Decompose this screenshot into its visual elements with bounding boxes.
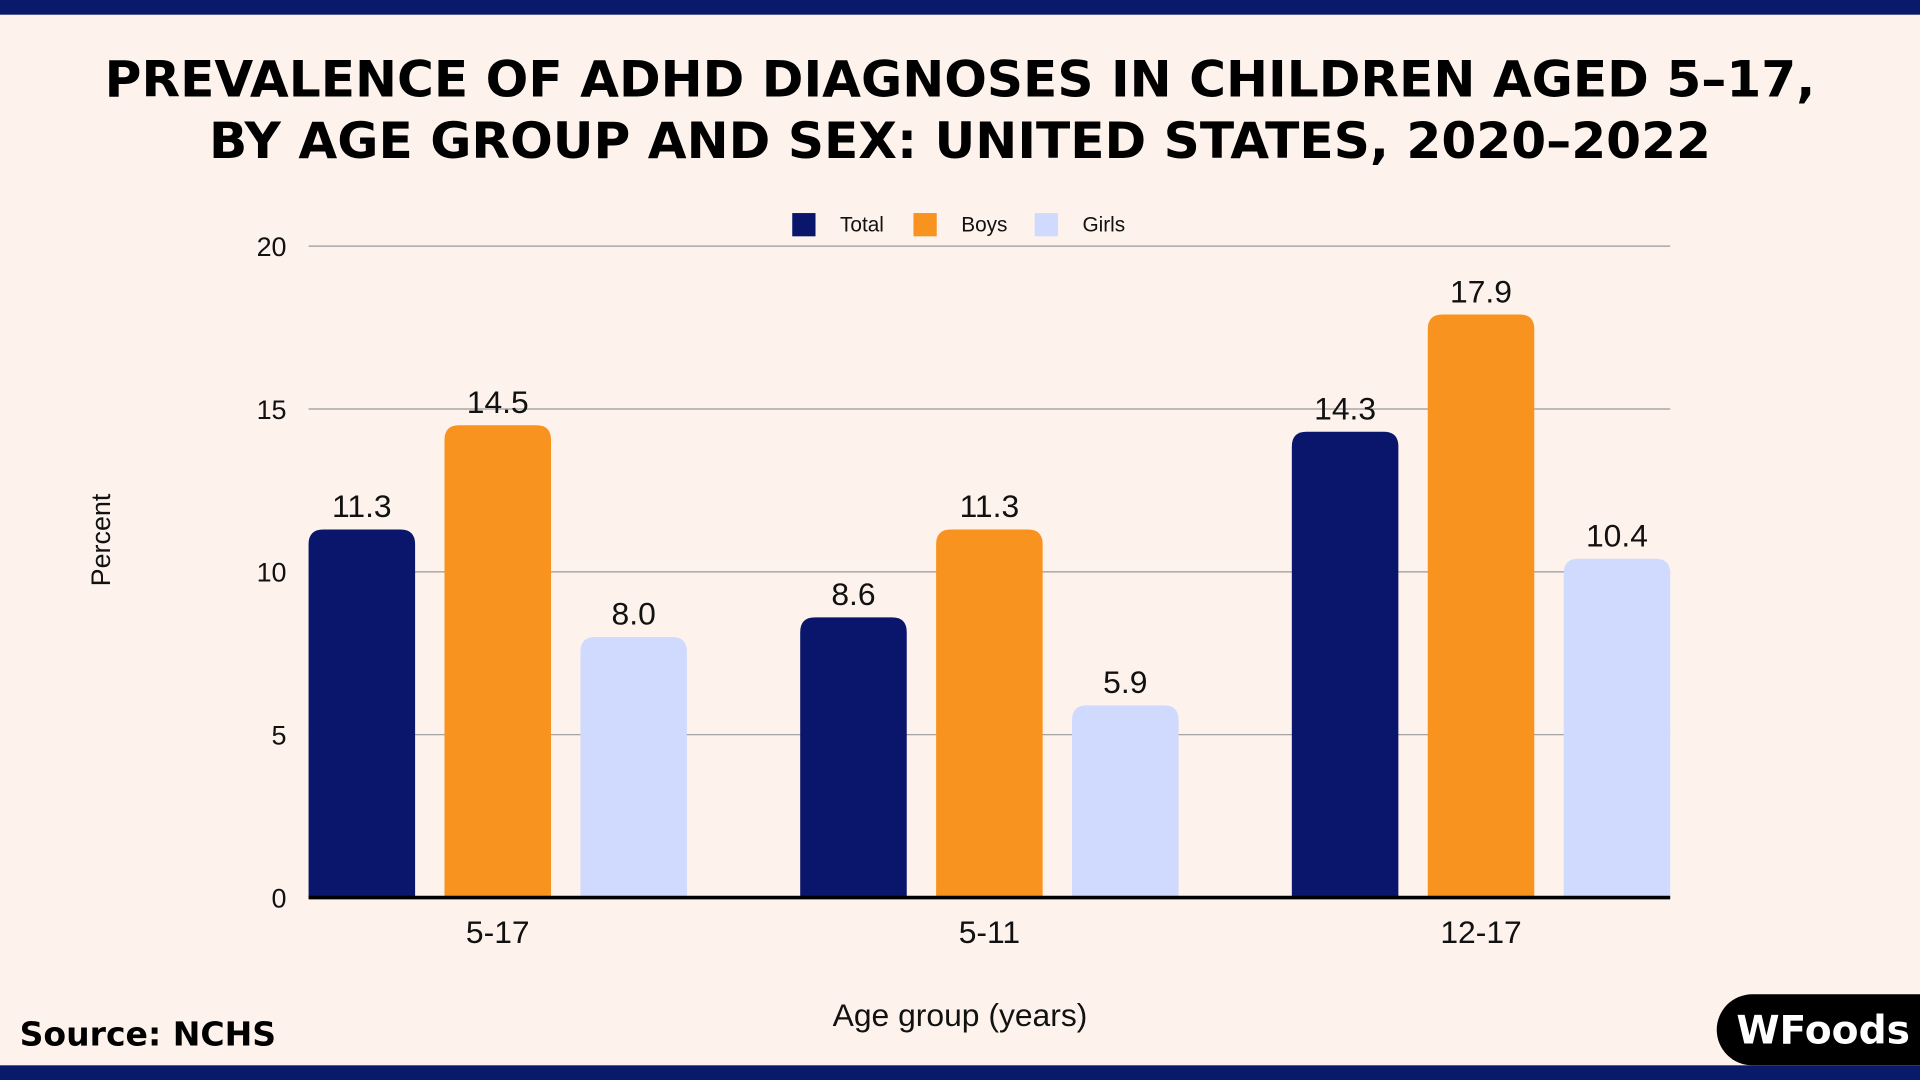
y-tick-label: 15 [257,395,287,425]
x-axis-title: Age group (years) [833,997,1088,1033]
data-label: 14.5 [467,384,529,420]
bar-boys [936,529,1043,898]
title-line-1: PREVALENCE OF ADHD DIAGNOSES IN CHILDREN… [104,50,1816,109]
x-tick-label: 5-11 [959,914,1020,950]
data-label: 10.4 [1586,518,1648,554]
data-label: 11.3 [332,488,392,524]
source-note: Source: NCHS [19,1016,277,1055]
legend-label-total: Total [840,213,884,236]
y-tick-label: 0 [272,883,287,913]
legend-label-boys: Boys [961,213,1007,236]
data-label: 17.9 [1450,273,1512,309]
x-tick-label: 5-17 [466,914,530,950]
data-label: 8.0 [612,596,656,632]
legend-swatch-total [792,213,816,237]
y-tick-label: 20 [257,232,287,262]
title-line-2: BY AGE GROUP AND SEX: UNITED STATES, 202… [209,111,1711,171]
x-tick-label: 12-17 [1440,914,1521,950]
bar-total [800,617,907,898]
chart-title: PREVALENCE OF ADHD DIAGNOSES IN CHILDREN… [0,49,1920,171]
bar-girls [580,636,687,898]
y-tick-label: 10 [257,558,287,588]
bottom-border [0,1065,1920,1080]
y-tick-label: 5 [272,720,287,750]
legend-label-girls: Girls [1082,213,1125,236]
bar-girls [1563,558,1671,898]
wfoods-logo: WFoods [1716,994,1920,1066]
bar-boys [444,425,552,898]
legend-swatch-girls [1034,213,1058,237]
top-border [0,0,1920,15]
legend-swatch-boys [913,213,937,237]
y-axis-title: Percent [86,493,116,586]
bar-girls [1072,705,1179,898]
data-label: 8.6 [831,576,875,612]
data-label: 14.3 [1314,391,1376,427]
data-label: 11.3 [960,488,1020,524]
bar-total [1291,431,1399,898]
bar-total [308,529,416,898]
data-label: 5.9 [1103,664,1147,700]
bar-boys [1427,314,1535,898]
